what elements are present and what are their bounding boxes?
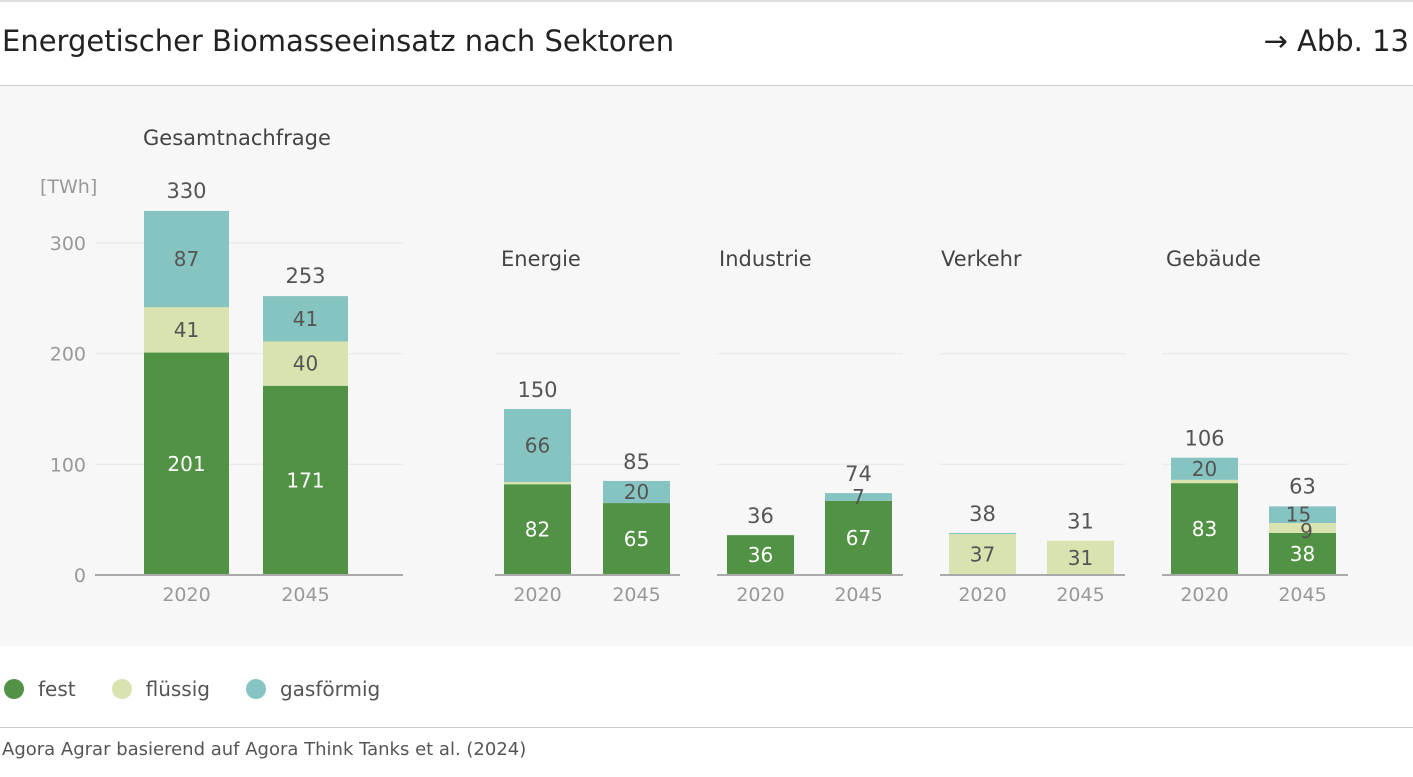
bar-segment-fest <box>727 535 794 575</box>
bar-segment-flüssig <box>504 482 571 485</box>
bar-total-label: 36 <box>747 504 774 528</box>
panel-title: Energie <box>501 247 581 271</box>
x-tick-label: 2020 <box>513 584 561 606</box>
bar-segment-gasförmig <box>603 480 670 504</box>
x-tick-label: 2045 <box>612 584 660 606</box>
bar-segment-gasförmig <box>144 210 229 308</box>
figure-reference: → Abb. 13 <box>1263 24 1409 58</box>
legend-item-fluessig: flüssig <box>111 677 210 701</box>
segment-label: 41 <box>293 307 318 331</box>
legend-item-fest: fest <box>4 677 76 701</box>
y-tick-label: 0 <box>74 565 86 587</box>
panel-title: Verkehr <box>941 247 1022 271</box>
bar-segment-flüssig <box>144 307 229 353</box>
segment-label: 40 <box>293 352 318 376</box>
legend-swatch <box>4 679 24 699</box>
bar-total-label: 74 <box>845 462 872 486</box>
segment-label: 37 <box>970 543 995 567</box>
segment-label: 201 <box>167 452 205 476</box>
segment-label: 38 <box>1290 542 1315 566</box>
legend: fest flüssig gasförmig <box>4 677 380 701</box>
segment-label: 9 <box>1300 519 1313 543</box>
y-tick-label: 300 <box>50 233 86 255</box>
x-tick-label: 2045 <box>834 584 882 606</box>
bar-segment-gasförmig <box>1171 457 1238 480</box>
x-tick-label: 2045 <box>281 584 329 606</box>
segment-label: 66 <box>525 434 550 458</box>
bar-segment-fest <box>825 500 892 575</box>
panel-title: Gesamtnachfrage <box>143 126 331 150</box>
segment-label: 83 <box>1192 517 1217 541</box>
legend-label: flüssig <box>145 677 210 701</box>
segment-label: 41 <box>174 318 199 342</box>
segment-label: 36 <box>748 543 773 567</box>
bar-segment-gasförmig <box>949 532 1016 535</box>
x-tick-label: 2045 <box>1278 584 1326 606</box>
panel-title: Gebäude <box>1166 247 1261 271</box>
bar-total-label: 31 <box>1067 510 1094 534</box>
segment-label: 87 <box>174 247 199 271</box>
segment-label: 15 <box>1286 503 1311 527</box>
x-tick-label: 2020 <box>162 584 210 606</box>
footer-divider <box>0 727 1413 728</box>
legend-swatch <box>111 679 132 699</box>
bar-segment-fest <box>1171 483 1238 575</box>
bar-segment-flüssig <box>263 341 348 386</box>
bar-segment-fest <box>1269 532 1336 575</box>
bar-total-label: 253 <box>285 264 325 288</box>
segment-label: 67 <box>846 526 871 550</box>
bar-total-label: 85 <box>623 450 650 474</box>
segment-label: 7 <box>852 485 865 509</box>
header-divider <box>0 85 1413 86</box>
y-axis-unit: [TWh] <box>40 176 97 198</box>
bar-segment-gasförmig <box>263 296 348 342</box>
x-tick-label: 2020 <box>1180 584 1228 606</box>
bar-segment-gasförmig <box>825 493 892 501</box>
segment-label: 82 <box>525 518 550 542</box>
bar-total-label: 330 <box>166 179 206 203</box>
legend-item-gasfoermig: gasförmig <box>245 677 381 701</box>
segment-label: 171 <box>286 468 324 492</box>
bar-total-label: 38 <box>969 502 996 526</box>
bar-segment-fest <box>504 484 571 575</box>
segment-label: 31 <box>1068 546 1093 570</box>
bar-segment-fest <box>603 503 670 575</box>
y-tick-label: 200 <box>50 344 86 366</box>
segment-label: 20 <box>624 480 649 504</box>
bar-segment-flüssig <box>1047 540 1114 575</box>
x-tick-label: 2020 <box>958 584 1006 606</box>
bar-segment-gasförmig <box>1269 506 1336 523</box>
bar-segment-flüssig <box>1269 522 1336 533</box>
legend-label: fest <box>38 677 76 701</box>
x-tick-label: 2045 <box>1056 584 1104 606</box>
bar-total-label: 150 <box>517 378 557 402</box>
y-tick-label: 100 <box>50 454 86 476</box>
legend-label: gasförmig <box>279 677 381 701</box>
segment-label: 20 <box>1192 457 1217 481</box>
bar-segment-flüssig <box>1171 479 1238 484</box>
bar-segment-fest <box>263 385 348 575</box>
bar-segment-flüssig <box>949 534 1016 575</box>
source-note: Agora Agrar basierend auf Agora Think Ta… <box>2 739 527 760</box>
bar-total-label: 106 <box>1184 427 1224 451</box>
segment-label: 65 <box>624 527 649 551</box>
x-tick-label: 2020 <box>736 584 784 606</box>
panel-title: Industrie <box>719 247 812 271</box>
bar-segment-fest <box>144 352 229 575</box>
bar-segment-gasförmig <box>504 409 571 483</box>
top-rule <box>0 0 1413 2</box>
chart-title: Energetischer Biomasseeinsatz nach Sekto… <box>2 24 675 58</box>
bar-total-label: 63 <box>1289 474 1316 498</box>
legend-swatch <box>245 679 266 699</box>
